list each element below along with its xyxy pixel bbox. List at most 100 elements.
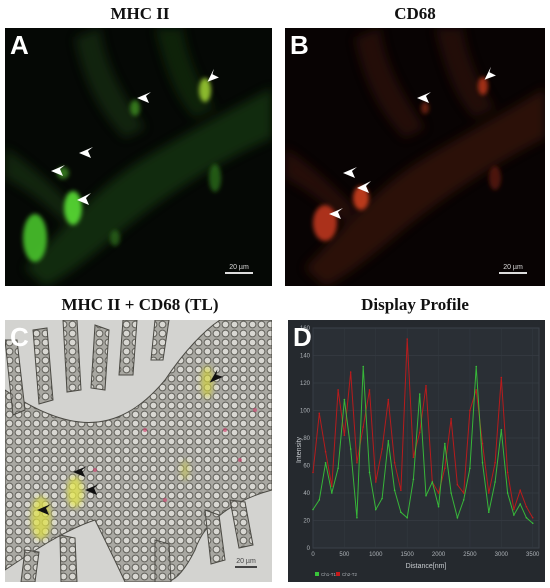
panel-b-image: 20 µm B — [285, 28, 545, 286]
mhc-ii-fluorescence-image — [5, 28, 272, 286]
data-point — [462, 499, 465, 501]
data-point — [368, 389, 371, 391]
data-point — [494, 481, 496, 483]
panel-d-chart: 0 20 40 60 80 100 120 140 160 0 500 1000 1500 2000 250… — [288, 320, 545, 582]
panel-letter-b: B — [290, 30, 309, 60]
data-point — [362, 426, 365, 428]
legend-entry-ch2: Ch2-T2 — [342, 572, 358, 577]
data-point — [324, 461, 327, 464]
data-point — [469, 409, 471, 412]
x-tick-label: 3500 — [526, 552, 540, 558]
data-point — [362, 365, 365, 368]
data-point — [349, 448, 352, 450]
data-point — [506, 471, 509, 474]
data-point — [368, 471, 371, 474]
data-point — [425, 494, 427, 497]
panel-a-image: 20 µm A — [5, 28, 272, 286]
data-point — [406, 338, 408, 340]
data-point — [337, 389, 339, 391]
scale-label-c: 20 µm — [236, 558, 256, 565]
panel-b-title: CD68 — [394, 4, 436, 23]
cd68-fluorescence-image — [285, 28, 545, 286]
data-point — [412, 456, 415, 459]
data-point — [531, 516, 534, 519]
data-point — [450, 417, 452, 420]
data-point — [356, 516, 358, 519]
data-point — [444, 442, 446, 445]
data-point — [312, 471, 314, 474]
data-point — [400, 511, 402, 514]
panel-a-title: MHC II — [110, 4, 170, 23]
y-tick-label: 120 — [300, 381, 311, 387]
data-point — [475, 365, 478, 368]
data-point — [513, 514, 515, 516]
data-point — [324, 450, 327, 453]
data-point — [525, 505, 528, 508]
scale-label-b: 20 µm — [503, 264, 523, 271]
panel-letter-c: C — [10, 322, 29, 352]
data-point — [456, 483, 459, 486]
x-tick-label: 1500 — [400, 552, 414, 558]
x-axis-label: Distance[nm] — [406, 563, 447, 570]
data-point — [500, 428, 503, 431]
series-line-ch1-t1 — [312, 366, 534, 524]
data-point — [381, 448, 383, 450]
panel-d-title: Display Profile — [361, 295, 469, 314]
data-point — [437, 505, 440, 508]
data-point — [331, 492, 333, 494]
legend-entry-ch1: Ch1-T1 — [321, 572, 337, 577]
data-point — [437, 492, 440, 494]
y-tick-label: 40 — [303, 491, 310, 497]
arrowheads-b — [329, 66, 496, 219]
legend: Ch1-T1 Ch2-T2 — [315, 572, 358, 577]
x-tick-label: 500 — [339, 552, 350, 558]
data-point — [456, 516, 459, 519]
panel-letter-d: D — [293, 322, 312, 352]
arrowheads-c — [37, 369, 224, 515]
data-point — [387, 439, 390, 442]
data-point — [381, 497, 383, 500]
x-tick-label: 2500 — [463, 552, 477, 558]
data-point — [431, 481, 434, 483]
data-point — [487, 511, 490, 514]
data-point — [506, 492, 509, 494]
data-point — [318, 412, 321, 415]
data-point — [481, 442, 484, 445]
y-tick-label: 20 — [303, 519, 310, 525]
intensity-profile-chart: 0 20 40 60 80 100 120 140 160 0 500 1000 1500 2000 250… — [296, 326, 540, 577]
scale-bar-a — [225, 272, 253, 274]
scale-bar-c — [235, 566, 257, 568]
data-point — [418, 393, 421, 395]
data-point — [444, 467, 446, 470]
data-point — [481, 461, 484, 464]
data-point — [525, 516, 528, 519]
y-tick-label: 80 — [303, 436, 310, 442]
data-point — [519, 489, 521, 492]
x-tick-label: 1000 — [369, 552, 383, 558]
overlay-transmitted-light-image — [5, 320, 272, 582]
data-point — [412, 478, 415, 481]
data-point — [487, 492, 490, 494]
data-point — [393, 461, 396, 464]
y-tick-label: 0 — [307, 546, 311, 552]
y-tick-label: 60 — [303, 464, 310, 470]
data-point — [513, 508, 515, 511]
data-point — [469, 467, 471, 470]
y-axis-label: Intensity — [296, 436, 303, 463]
y-tick-label: 160 — [300, 326, 311, 332]
y-tick-label: 140 — [300, 354, 311, 360]
panel-c-title: MHC II + CD68 (TL) — [61, 295, 219, 314]
scale-bar-b — [499, 272, 527, 274]
data-point — [374, 481, 377, 483]
data-point — [331, 485, 333, 487]
y-tick-label: 100 — [300, 409, 311, 415]
data-point — [462, 492, 465, 494]
data-point — [406, 516, 408, 519]
x-tick-label: 2000 — [432, 552, 446, 558]
data-point — [356, 461, 358, 464]
data-point — [318, 499, 321, 501]
data-point — [312, 508, 314, 511]
series-line-ch2-t2 — [312, 338, 534, 519]
data-point — [374, 508, 377, 511]
arrowheads-a — [51, 68, 219, 205]
